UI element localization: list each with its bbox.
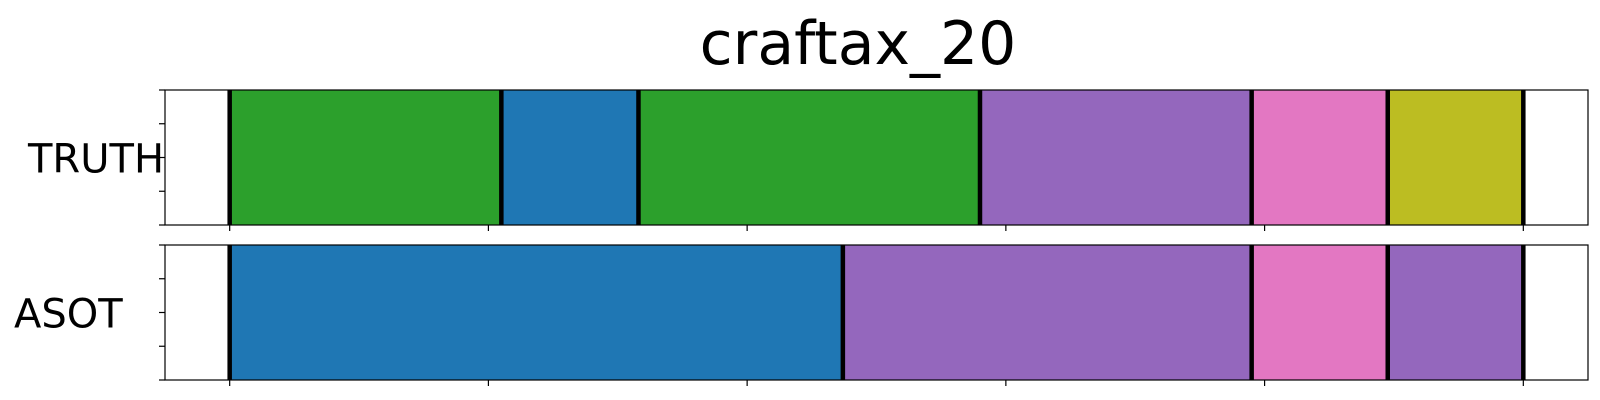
row-label-asot: ASOT — [14, 292, 123, 338]
segment-1 — [230, 90, 502, 225]
segment-5 — [1252, 90, 1388, 225]
segment-1 — [230, 245, 843, 380]
segment-3 — [1252, 245, 1388, 380]
segment-4 — [1388, 245, 1524, 380]
segment-2 — [843, 245, 1252, 380]
row-label-truth: TRUTH — [27, 137, 164, 183]
segment-6 — [1388, 90, 1524, 225]
segment-4 — [980, 90, 1252, 225]
segment-3 — [638, 90, 980, 225]
segment-2 — [501, 90, 638, 225]
row-truth: TRUTH — [27, 90, 1588, 231]
row-asot: ASOT — [14, 245, 1588, 386]
rows-layer: TRUTH ASOT — [14, 90, 1588, 386]
chart-title: craftax_20 — [700, 9, 1017, 79]
